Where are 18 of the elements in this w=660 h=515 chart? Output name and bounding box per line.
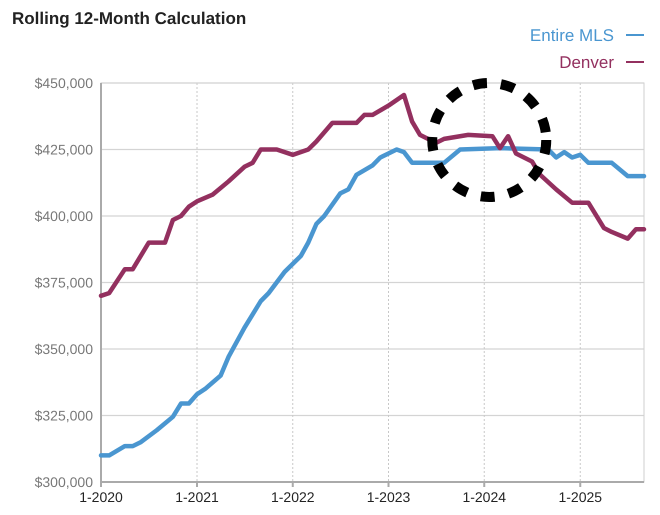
y-tick-label: $425,000 <box>34 141 94 158</box>
legend-label: Entire MLS <box>530 26 614 45</box>
y-tick-label: $325,000 <box>34 407 94 424</box>
chart-title: Rolling 12-Month Calculation <box>12 9 246 28</box>
y-tick-label: $375,000 <box>34 274 94 290</box>
x-tick-label: 1-2020 <box>79 489 124 505</box>
y-tick-label: $400,000 <box>34 208 94 224</box>
y-tick-label: $450,000 <box>34 74 94 91</box>
y-tick-label: $300,000 <box>34 474 94 490</box>
x-tick-label: 1-2024 <box>462 489 506 505</box>
x-tick-label: 1-2021 <box>175 489 220 505</box>
legend-label: Denver <box>559 53 614 72</box>
x-tick-label: 1-2022 <box>270 489 315 505</box>
y-tick-label: $350,000 <box>34 340 94 357</box>
x-tick-label: 1-2025 <box>558 489 602 505</box>
line-series <box>98 146 646 458</box>
line-series <box>98 92 646 298</box>
x-tick-label: 1-2023 <box>366 489 411 505</box>
